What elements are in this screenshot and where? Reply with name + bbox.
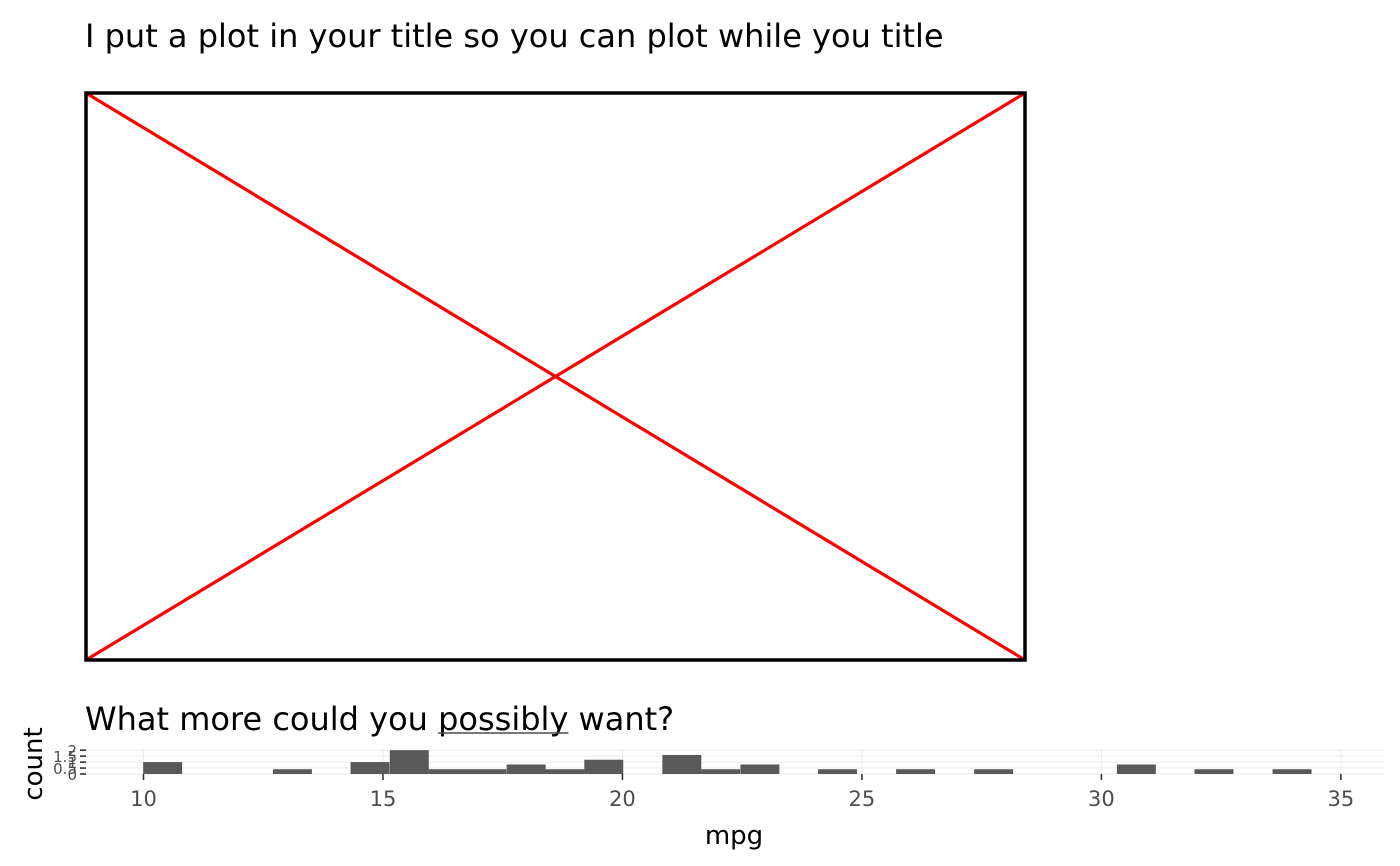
histogram-bar xyxy=(389,750,429,774)
x-axis: 10 15 20 25 30 35 xyxy=(130,774,1354,811)
placeholder-frame xyxy=(84,91,1027,662)
histogram-panel: 10 15 20 25 30 35 00.511.52 xyxy=(53,742,1384,811)
histogram-bar xyxy=(974,769,1014,774)
histogram-bar xyxy=(701,769,741,774)
histogram-bar xyxy=(467,769,507,774)
title-plot-placeholder xyxy=(84,91,1027,662)
y-axis: 00.511.52 xyxy=(53,742,86,784)
x-tick-label: 10 xyxy=(130,787,157,811)
x-tick-label: 35 xyxy=(1328,787,1355,811)
histogram-bar xyxy=(662,754,702,774)
histogram-bar xyxy=(545,769,585,774)
subtitle-emphasis: possibly xyxy=(438,700,568,738)
placeholder-cross-line-up xyxy=(85,91,1026,662)
y-tick-label: 2 xyxy=(67,742,77,760)
histogram-bar xyxy=(428,769,468,774)
histogram-bar xyxy=(1272,769,1312,774)
y-tick-label: 1.5 xyxy=(53,748,77,766)
histogram-bar xyxy=(584,759,624,774)
histogram-bar xyxy=(740,764,780,774)
histogram-bars xyxy=(143,750,1312,774)
x-tick-label: 30 xyxy=(1088,787,1115,811)
y-axis-label: count xyxy=(19,727,49,800)
y-tick-label: 0 xyxy=(67,766,77,784)
histogram-bar xyxy=(143,762,183,774)
y-tick-label: 1 xyxy=(67,754,77,772)
x-tick-label: 20 xyxy=(609,787,636,811)
histogram-bar xyxy=(818,769,857,774)
subtitle-prefix: What more could you xyxy=(85,700,438,738)
histogram-bar xyxy=(1194,769,1234,774)
histogram-bar xyxy=(272,769,312,774)
plot-subtitle: What more could you possibly want? xyxy=(85,700,674,738)
x-tick-label: 25 xyxy=(849,787,876,811)
histogram-bar xyxy=(1116,764,1156,774)
y-tick-label: 0.5 xyxy=(53,760,77,778)
histogram-bar xyxy=(506,764,546,774)
histogram-bar xyxy=(896,769,936,774)
subtitle-suffix: want? xyxy=(568,700,674,738)
plot-title: I put a plot in your title so you can pl… xyxy=(85,17,944,55)
x-tick-label: 15 xyxy=(370,787,397,811)
x-axis-label: mpg xyxy=(705,821,763,851)
gridlines xyxy=(86,749,1384,775)
histogram-bar xyxy=(350,762,390,774)
